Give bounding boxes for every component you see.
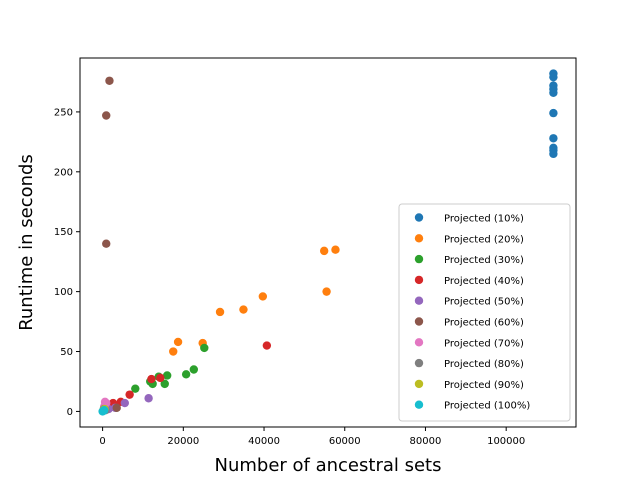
legend-marker [414, 275, 424, 285]
legend-marker [414, 379, 424, 389]
y-tick-label: 100 [54, 287, 73, 298]
legend-marker [414, 254, 424, 264]
legend-item: Projected (60%) [414, 317, 524, 329]
data-point [549, 149, 558, 159]
legend-item: Projected (50%) [414, 296, 524, 308]
x-tick-label: 60000 [329, 436, 361, 447]
legend-marker [414, 338, 424, 347]
data-points [98, 69, 558, 416]
legend-label: Projected (30%) [444, 255, 524, 266]
data-point [258, 292, 268, 301]
legend-marker [414, 296, 424, 305]
x-tick-label: 40000 [248, 436, 280, 447]
data-point [262, 341, 272, 350]
data-point [147, 374, 156, 384]
legend-label: Projected (20%) [444, 234, 524, 245]
data-point [215, 307, 225, 317]
x-tick-label: 80000 [410, 436, 442, 447]
data-point [319, 246, 329, 256]
data-point [181, 370, 191, 379]
data-point [549, 108, 558, 118]
legend-label: Projected (80%) [444, 359, 524, 370]
legend-label: Projected (60%) [444, 318, 524, 329]
series-1-points [549, 69, 558, 159]
legend-item: Projected (70%) [414, 338, 524, 349]
data-point [169, 347, 178, 356]
legend-label: Projected (90%) [444, 380, 524, 391]
data-point [100, 406, 109, 415]
legend-frame [398, 203, 571, 422]
data-point [156, 373, 165, 383]
legend-label: Projected (70%) [444, 338, 524, 349]
x-tick-label: 0 [99, 436, 105, 447]
y-axis-label: Runtime in seconds [16, 154, 37, 331]
data-point [112, 403, 121, 413]
y-tick-label: 150 [54, 227, 73, 238]
data-point [189, 365, 199, 374]
x-tick-label: 100000 [487, 436, 525, 447]
data-point [549, 72, 558, 82]
legend-marker [414, 358, 424, 368]
plot-frame [79, 57, 577, 428]
data-point [200, 343, 209, 353]
legend-label: Projected (40%) [444, 276, 524, 287]
data-point [549, 88, 558, 97]
legend-item: Projected (100%) [414, 400, 530, 412]
series-10-points [98, 406, 109, 416]
legend-label: Projected (100%) [444, 401, 530, 412]
data-point [120, 398, 129, 408]
data-point [322, 287, 331, 296]
y-tick-label: 200 [54, 167, 73, 178]
axis-ticks: 0 20000 40000 60000 80000 100000 0 50 100 150 200 2… [54, 107, 525, 447]
legend-item: Projected (90%) [414, 379, 524, 391]
data-point [549, 134, 558, 143]
data-point [173, 337, 183, 347]
legend-marker [414, 400, 424, 409]
legend-item: Projected (80%) [414, 358, 524, 370]
y-tick-label: 250 [54, 107, 73, 118]
data-point [102, 111, 111, 120]
legend: Projected (10%) Projected (20%) Projected … [398, 203, 571, 422]
legend-label: Projected (10%) [444, 214, 524, 225]
data-point [160, 379, 169, 389]
legend-item: Projected (40%) [414, 275, 524, 287]
y-tick-label: 50 [60, 347, 73, 358]
legend-item: Projected (30%) [414, 254, 524, 266]
x-axis-label: Number of ancestral sets [215, 455, 442, 476]
legend-marker [414, 213, 424, 222]
data-point [131, 384, 140, 393]
data-point [105, 76, 114, 85]
legend-label: Projected (50%) [444, 297, 524, 308]
y-tick-label: 0 [67, 407, 73, 418]
data-point [125, 390, 134, 399]
legend-item: Projected (20%) [414, 234, 524, 245]
x-tick-label: 20000 [167, 436, 199, 447]
series-2-points [169, 245, 340, 356]
data-point [239, 305, 248, 314]
series-6-points [102, 76, 121, 413]
data-point [102, 239, 111, 248]
legend-marker [414, 234, 424, 243]
data-point [331, 245, 340, 254]
legend-item: Projected (10%) [414, 213, 524, 225]
legend-marker [414, 317, 424, 326]
data-point [144, 394, 153, 403]
data-point [162, 371, 172, 380]
